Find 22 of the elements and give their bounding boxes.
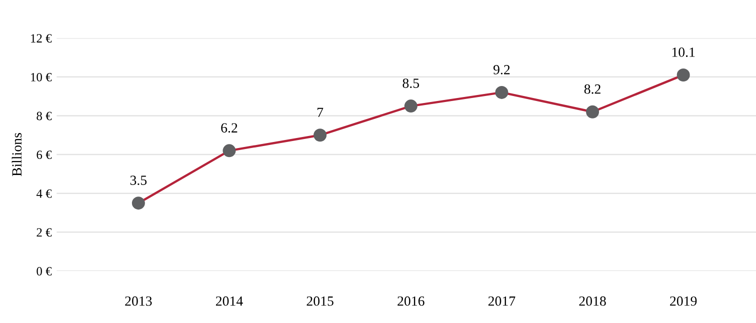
x-tick-label: 2013 [125, 296, 152, 306]
data-label: 8.2 [584, 84, 600, 94]
y-tick-label: 12 € [31, 34, 52, 43]
x-tick-label: 2014 [216, 296, 243, 306]
x-tick-label: 2017 [488, 296, 516, 306]
y-tick-label: 10 € [31, 72, 52, 82]
y-tick-label: 4 € [36, 189, 52, 198]
y-tick-label: 2 € [36, 228, 52, 237]
x-tick-label: 2019 [670, 296, 697, 306]
y-tick-label: 8 € [36, 112, 52, 120]
y-axis-title: Billions [12, 133, 22, 176]
x-tick-label: 2018 [579, 296, 606, 306]
data-label: 7 [318, 108, 324, 117]
data-label: 8.5 [402, 78, 420, 88]
y-tick-label: 0 € [36, 267, 52, 276]
data-label: 6.2 [221, 123, 238, 133]
x-tick-label: 2016 [398, 296, 424, 306]
data-label: 3.5 [130, 176, 147, 186]
x-tick-label: 2015 [306, 296, 334, 306]
data-label: 10.1 [672, 48, 695, 57]
data-label: 9.2 [493, 65, 510, 74]
y-tick-label: 6 € [36, 150, 52, 160]
